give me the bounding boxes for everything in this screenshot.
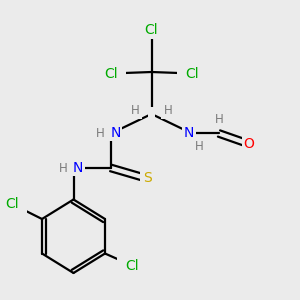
Text: N: N xyxy=(73,161,83,175)
Text: H: H xyxy=(195,140,204,153)
FancyBboxPatch shape xyxy=(193,139,206,154)
FancyBboxPatch shape xyxy=(148,106,155,122)
FancyBboxPatch shape xyxy=(117,256,147,275)
FancyBboxPatch shape xyxy=(140,171,154,186)
Text: H: H xyxy=(96,127,105,140)
FancyBboxPatch shape xyxy=(182,126,196,141)
FancyBboxPatch shape xyxy=(0,195,27,213)
Text: N: N xyxy=(184,127,194,140)
FancyBboxPatch shape xyxy=(161,103,175,118)
Text: Cl: Cl xyxy=(125,259,139,272)
Text: S: S xyxy=(142,172,152,185)
Text: H: H xyxy=(58,161,68,175)
FancyBboxPatch shape xyxy=(128,103,142,118)
FancyBboxPatch shape xyxy=(212,112,226,128)
Text: O: O xyxy=(244,137,254,151)
FancyBboxPatch shape xyxy=(56,160,70,176)
FancyBboxPatch shape xyxy=(94,126,107,141)
Text: Cl: Cl xyxy=(185,67,199,80)
Text: H: H xyxy=(214,113,224,127)
FancyBboxPatch shape xyxy=(71,160,85,176)
Text: H: H xyxy=(164,104,172,118)
Text: Cl: Cl xyxy=(5,197,19,211)
Text: Cl: Cl xyxy=(104,67,118,80)
Text: N: N xyxy=(110,127,121,140)
FancyBboxPatch shape xyxy=(177,64,207,83)
FancyBboxPatch shape xyxy=(136,21,166,39)
FancyBboxPatch shape xyxy=(109,126,122,141)
Text: Cl: Cl xyxy=(145,23,158,37)
Text: H: H xyxy=(130,104,140,118)
FancyBboxPatch shape xyxy=(242,136,256,152)
FancyBboxPatch shape xyxy=(96,64,126,83)
